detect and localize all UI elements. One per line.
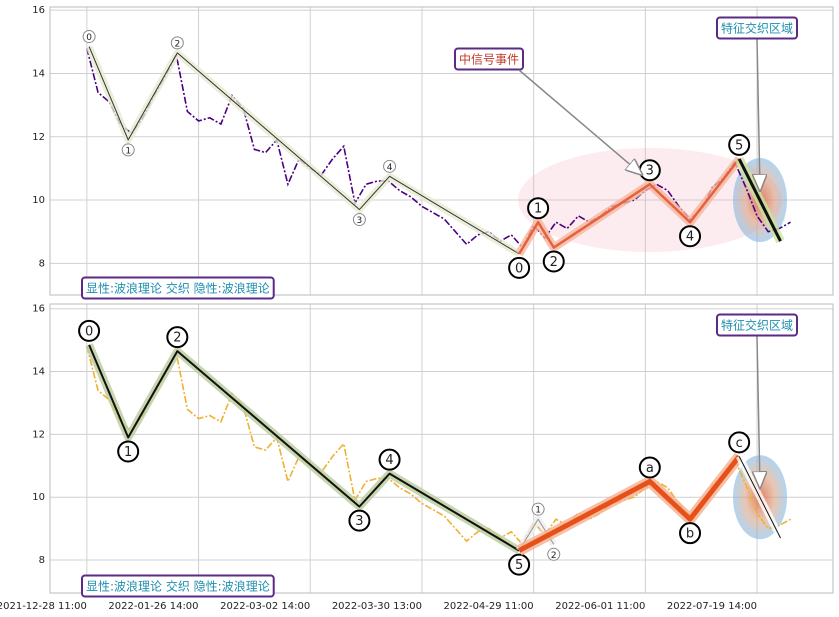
wave-marker <box>352 213 366 227</box>
y-tick-label: 12 <box>32 132 45 143</box>
wave-marker <box>679 225 702 248</box>
wave-label: 0 <box>515 261 523 276</box>
wave-marker <box>117 440 140 463</box>
wave-label: 3 <box>646 164 654 179</box>
wave-label: 1 <box>124 445 132 460</box>
wave-halo <box>85 343 522 555</box>
wave-marker <box>728 133 751 156</box>
wave-line <box>517 454 742 553</box>
annotation-arrow <box>757 336 760 488</box>
wave-line <box>518 158 741 255</box>
annotation-box <box>81 574 275 598</box>
annotation-arrow <box>518 69 642 175</box>
x-tick-label: 2022-03-30 13:00 <box>332 601 422 612</box>
wave-marker <box>547 547 561 561</box>
x-tick-label: 2022-03-02 14:00 <box>220 601 310 612</box>
x-tick-label: 2021-12-28 11:00 <box>0 601 87 612</box>
wave-label: 4 <box>686 230 694 245</box>
annotation: 显性:波浪理论 交织 隐性:波浪理论 <box>86 579 270 594</box>
y-tick-label: 10 <box>32 492 45 503</box>
wave-line <box>88 344 520 552</box>
wave-line <box>88 46 520 255</box>
wave-marker <box>531 502 545 516</box>
wave-marker <box>78 319 101 342</box>
wave-label: 2 <box>173 331 181 346</box>
y-tick-label: 10 <box>32 195 45 206</box>
y-tick-label: 8 <box>39 555 45 566</box>
annotation: 特征交织区域 <box>721 21 793 36</box>
wave-marker <box>82 30 96 44</box>
wave-marker <box>166 326 189 349</box>
annotation: 显性:波浪理论 交织 隐性:波浪理论 <box>86 281 270 296</box>
wave-marker <box>679 522 702 545</box>
wave-label: 2 <box>550 255 558 270</box>
wave-label: c <box>736 436 743 451</box>
wave-line <box>737 158 782 242</box>
y-tick-label: 14 <box>32 367 45 378</box>
wave-label: 4 <box>387 163 393 173</box>
wave-marker <box>378 448 401 471</box>
x-tick-label: 2022-04-29 11:00 <box>444 601 534 612</box>
wave-marker <box>170 36 184 50</box>
wave-label: 5 <box>735 138 743 153</box>
wave-label: 3 <box>355 514 363 529</box>
wave-label: 0 <box>86 33 92 43</box>
wave-marker <box>728 431 751 454</box>
annotation-box <box>715 16 799 40</box>
x-tick-label: 2022-01-26 14:00 <box>108 601 198 612</box>
price-line <box>86 47 791 249</box>
annotation-box <box>81 276 275 300</box>
wave-label: 5 <box>515 558 523 573</box>
annotation-arrow <box>757 39 760 191</box>
wave-marker <box>638 456 661 479</box>
wave-label: 1 <box>125 146 131 156</box>
wave-marker <box>383 159 397 173</box>
wave-label: 1 <box>534 202 542 217</box>
annotation-box <box>453 47 525 71</box>
wave-halo <box>85 45 521 257</box>
wave-marker <box>508 256 531 279</box>
annotation: 中信号事件 <box>459 52 519 67</box>
annotation-box <box>715 313 799 337</box>
wave-marker <box>527 197 550 220</box>
wave-label: a <box>646 461 654 476</box>
annotation: 特征交织区域 <box>721 318 793 333</box>
wave-label: 2 <box>174 39 180 49</box>
wave-marker <box>121 143 135 157</box>
wave-line <box>738 456 781 539</box>
x-tick-label: 2022-07-19 14:00 <box>667 601 757 612</box>
wave-marker <box>348 509 371 532</box>
y-tick-label: 12 <box>32 429 45 440</box>
price-line <box>86 346 791 546</box>
plot-frame <box>49 6 834 296</box>
wave-halo <box>516 452 744 556</box>
wave-label: 4 <box>385 453 393 468</box>
plot-frame <box>49 303 834 594</box>
y-tick-label: 16 <box>32 5 45 16</box>
wave-marker <box>508 553 531 576</box>
wave-label: 1 <box>535 506 541 516</box>
wave-label: 2 <box>551 551 557 561</box>
x-tick-label: 2022-06-01 11:00 <box>555 601 645 612</box>
wave-label: 0 <box>85 324 93 339</box>
y-tick-label: 16 <box>32 304 45 315</box>
wave-label: b <box>686 527 694 542</box>
y-tick-label: 14 <box>32 68 45 79</box>
wave-label: 3 <box>357 216 363 226</box>
y-tick-label: 8 <box>39 258 45 269</box>
wave-marker <box>542 250 565 273</box>
